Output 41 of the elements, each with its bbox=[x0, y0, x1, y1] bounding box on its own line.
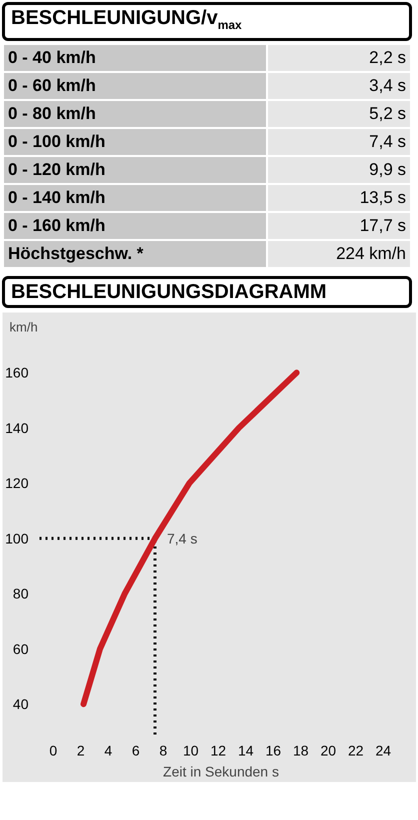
text: 0 - 140 km/h bbox=[4, 185, 266, 211]
text: 224 km/h bbox=[268, 241, 410, 267]
x-tick-label: 16 bbox=[265, 742, 282, 759]
x-axis-title: Zeit in Sekunden s bbox=[163, 764, 279, 780]
x-tick-label: 24 bbox=[375, 742, 392, 759]
text: 0 - 100 km/h bbox=[4, 129, 266, 155]
x-tick-label: 18 bbox=[292, 742, 309, 759]
y-tick-label: 40 bbox=[12, 696, 29, 712]
x-tick-label: 14 bbox=[238, 742, 254, 759]
ref-line-label: 7,4 s bbox=[167, 530, 198, 547]
x-tick-label: 2 bbox=[76, 742, 85, 759]
text: 13,5 s bbox=[268, 185, 410, 211]
x-tick-label: 6 bbox=[132, 742, 140, 759]
text: 0 - 40 km/h bbox=[4, 45, 266, 71]
y-tick-label: 140 bbox=[5, 420, 29, 436]
y-tick-label: 120 bbox=[5, 475, 29, 492]
text: 0 - 160 km/h bbox=[4, 213, 266, 239]
x-tick-label: 10 bbox=[182, 742, 199, 759]
chart-title: BESCHLEUNIGUNG/v$_{max}$ bbox=[2, 2, 412, 41]
x-tick-label: 12 bbox=[210, 742, 226, 759]
x-tick-label: 8 bbox=[159, 742, 168, 759]
y-axis-title: km/h bbox=[10, 320, 38, 335]
text: 3,4 s bbox=[268, 73, 410, 99]
x-tick-label: 20 bbox=[320, 742, 336, 759]
text: 7,4 s bbox=[268, 129, 410, 155]
text: 0 - 60 km/h bbox=[4, 73, 266, 99]
text: 9,9 s bbox=[268, 157, 410, 183]
text: 2,2 s bbox=[268, 45, 410, 71]
y-tick-label: 80 bbox=[12, 586, 29, 602]
x-tick-label: 0 bbox=[49, 742, 58, 759]
x-tick-label: 22 bbox=[348, 742, 364, 759]
text: 0 - 80 km/h bbox=[4, 101, 266, 127]
y-tick-label: 60 bbox=[12, 641, 29, 658]
y-tick-label: 160 bbox=[5, 364, 29, 381]
text: 0 - 120 km/h bbox=[4, 157, 266, 183]
chart-subtitle: BESCHLEUNIGUNGSDIAGRAMM bbox=[2, 276, 412, 308]
y-tick-label: 100 bbox=[5, 530, 29, 547]
text: Höchstgeschw. * bbox=[4, 241, 266, 267]
text: 17,7 s bbox=[268, 213, 410, 239]
text: 5,2 s bbox=[268, 101, 410, 127]
x-tick-label: 4 bbox=[104, 742, 112, 759]
